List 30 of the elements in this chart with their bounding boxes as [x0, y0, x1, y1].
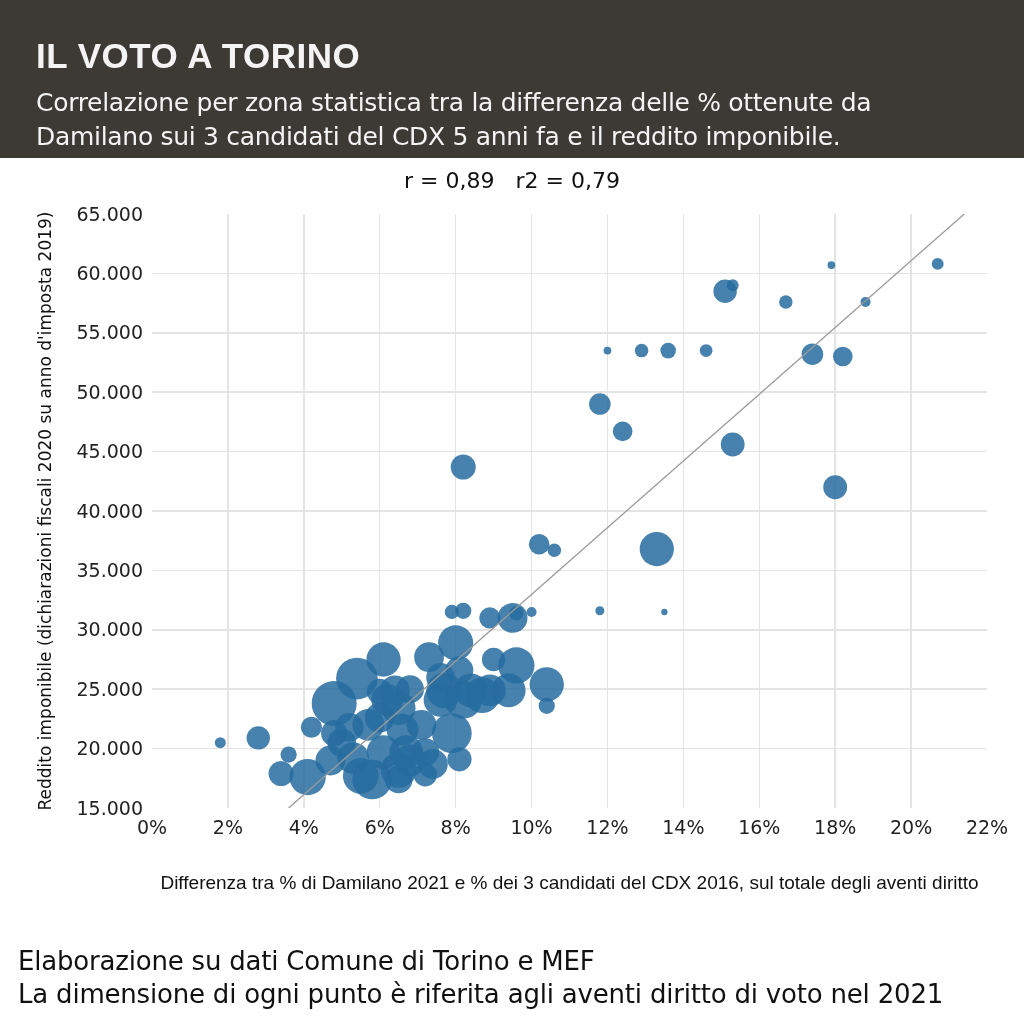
x-tick-label: 2% [212, 816, 243, 838]
x-tick-label: 12% [586, 816, 629, 838]
y-tick-label: 35.000 [76, 559, 143, 582]
chart-title: IL VOTO A TORINO [36, 36, 361, 76]
y-tick-label: 40.000 [76, 499, 143, 522]
y-tick-label: 15.000 [76, 796, 143, 819]
text: Elaborazione su dati Comune di Torino e MEF [18, 945, 596, 978]
x-tick-label: 16% [738, 816, 781, 838]
y-tick-label: 25.000 [76, 677, 143, 700]
chart-subtitle: Correlazione per zona statistica tra la differenza delle % ottenute da Damilano sui 3 candidati del CDX 5 anni fa e il reddito imponibile. [36, 87, 873, 153]
y-tick-label: 30.000 [76, 618, 143, 641]
x-tick-label: 18% [814, 816, 857, 838]
y-tick-label: 65.000 [76, 202, 143, 225]
y-tick-label: 55.000 [76, 321, 143, 344]
x-tick-label: 0% [136, 816, 168, 838]
x-tick-label: 20% [889, 816, 933, 838]
x-tick-label: 10% [510, 816, 553, 838]
x-tick-label: 14% [662, 816, 705, 838]
x-tick-label: 8% [440, 816, 471, 838]
y-tick-label: 50.000 [76, 380, 143, 403]
x-tick-label: 6% [364, 816, 395, 838]
x-tick-label: 4% [288, 816, 319, 838]
y-tick-label: 20.000 [76, 737, 143, 760]
text: r = 0,89 r2 = 0,79 [404, 168, 620, 193]
x-tick-label: 22% [965, 816, 1009, 838]
y-axis-title: Reddito imponibile (dichiarazioni fiscali 2020 su anno d'imposta 2019) [35, 211, 56, 811]
x-axis-title: Differenza tra % di Damilano 2021 e % dei 3 candidati del CDX 2016, sul totale degli aventi diritto [160, 871, 979, 893]
y-tick-label: 45.000 [76, 440, 143, 463]
text: La dimensione di ogni punto è riferita agli aventi diritto di voto nel 2021 [18, 978, 945, 1011]
y-tick-label: 60.000 [76, 262, 143, 285]
